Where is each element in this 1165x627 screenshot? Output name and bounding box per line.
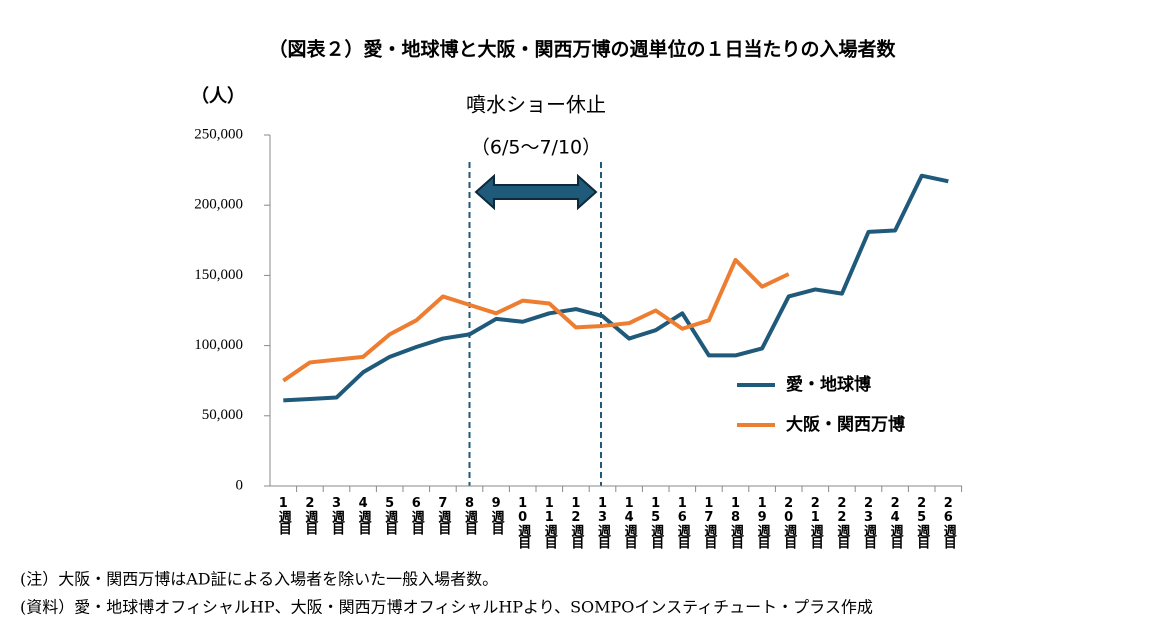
x-tick-label: 4週目 [356,496,372,536]
series-line [282,257,790,383]
y-tick-label: 150,000 [194,267,243,283]
x-tick-label: 23週目 [861,496,877,550]
x-tick-label: 3週目 [329,496,345,536]
annotation-period: （6/5〜7/10） [471,137,601,159]
y-tick-label: 0 [236,477,244,493]
y-tick-label: 100,000 [194,337,243,353]
x-tick-label: 16週目 [675,496,691,550]
y-tick-label: 200,000 [194,197,243,213]
source: (資料）愛・地球博オフィシャルHP、大阪・関西万博オフィシャルHPより、SOMP… [20,598,873,617]
x-tick-label: 2週目 [302,496,318,536]
chart-title: （図表２）愛・地球博と大阪・関西万博の週単位の１日当たりの入場者数 [268,38,896,61]
annotation: 噴水ショー休止 [466,93,606,117]
x-tick-label: 14週目 [622,496,638,550]
series-line [283,173,949,403]
x-tick-label: 5週目 [382,496,398,536]
legend-label: 愛・地球博 [786,374,871,395]
x-tick-label: 17週目 [701,496,717,550]
x-tick-label: 22週目 [834,496,850,550]
x-tick-label: 20週目 [781,496,797,550]
x-tick-label: 25週目 [914,496,930,550]
x-tick-label: 10週目 [515,496,531,550]
x-tick-label: 9週目 [489,496,505,536]
x-tick-label: 6週目 [409,496,425,536]
x-tick-label: 18週目 [728,496,744,550]
period-arrow [474,173,598,211]
x-tick-label: 8週目 [462,496,478,536]
x-tick-label: 1週目 [276,496,292,536]
x-tick-label: 19週目 [755,496,771,550]
x-tick-label: 21週目 [808,496,824,550]
x-tick-label: 12週目 [568,496,584,550]
x-tick-label: 7週目 [435,496,451,536]
x-tick-label: 26週目 [941,496,957,550]
y-axis-label: （人） [191,86,245,107]
x-tick-label: 13週目 [595,496,611,550]
legend-label: 大阪・関西万博 [786,414,905,435]
y-tick-label: 50,000 [202,407,243,423]
x-tick-label: 11週目 [542,496,558,550]
x-tick-label: 15週目 [648,496,664,550]
y-tick-label: 250,000 [194,126,243,142]
x-tick-label: 24週目 [888,496,904,550]
note: (注）大阪・関西万博はAD証による入場者を除いた一般入場者数。 [20,570,498,589]
